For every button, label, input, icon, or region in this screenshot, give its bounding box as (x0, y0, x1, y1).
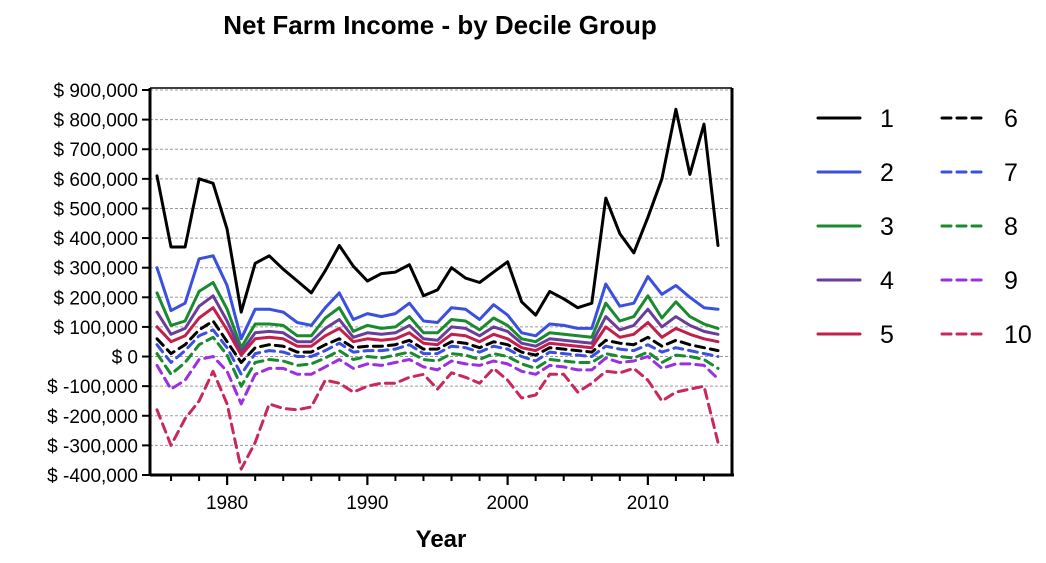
series-line-9 (155, 355, 720, 406)
legend-label-4: 4 (880, 267, 894, 295)
y-tick-label: $ 500,000 (53, 199, 138, 220)
legend-label-10: 10 (1004, 321, 1032, 349)
legend-label-6: 6 (1004, 105, 1018, 133)
legend-label-2: 2 (880, 159, 894, 187)
y-tick-label: $ -300,000 (47, 436, 138, 457)
legend-label-5: 5 (880, 321, 894, 349)
legend: 1 2 3 4 5 6 7 8 9 10 (816, 105, 1032, 349)
y-tick-label: $ -100,000 (47, 377, 138, 398)
legend-label-8: 8 (1004, 213, 1018, 241)
chart-title: Net Farm Income - by Decile Group (223, 10, 657, 40)
y-tick-label: $ 200,000 (53, 288, 138, 309)
series-lines (155, 107, 720, 471)
series-line-5 (155, 306, 720, 357)
gridlines (150, 89, 732, 476)
legend-label-9: 9 (1004, 267, 1018, 295)
series-line-4 (155, 294, 720, 354)
x-tick-label: 2010 (627, 493, 669, 514)
x-tick-label: 2000 (486, 493, 528, 514)
y-tick-label: $ 700,000 (53, 140, 138, 161)
legend-label-1: 1 (880, 105, 894, 133)
x-tick-label: 1990 (346, 493, 388, 514)
series-line-3 (155, 281, 720, 350)
legend-label-3: 3 (880, 213, 894, 241)
series-line-6 (155, 319, 720, 364)
axes: $ -400,000 $ -300,000 $ -200,000 $ -100,000… (47, 81, 734, 553)
x-tick-label: 1980 (206, 493, 248, 514)
series-line-7 (155, 328, 720, 376)
y-tick-label: $ 800,000 (53, 111, 138, 132)
y-tick-label: $ 900,000 (53, 81, 138, 102)
y-tick-label: $ -200,000 (47, 407, 138, 428)
y-tick-label: $ 300,000 (53, 259, 138, 280)
y-tick-label: $ 600,000 (53, 170, 138, 191)
y-tick-label: $ 0 (112, 348, 138, 369)
series-line-1 (155, 107, 720, 317)
series-line-10 (155, 366, 720, 471)
y-tick-label: $ 400,000 (53, 229, 138, 250)
legend-label-7: 7 (1004, 159, 1018, 187)
series-line-8 (155, 335, 720, 388)
y-tick-label: $ -400,000 (47, 466, 138, 487)
x-axis-title: Year (416, 526, 467, 553)
y-tick-label: $ 100,000 (53, 318, 138, 339)
series-line-2 (155, 254, 720, 341)
